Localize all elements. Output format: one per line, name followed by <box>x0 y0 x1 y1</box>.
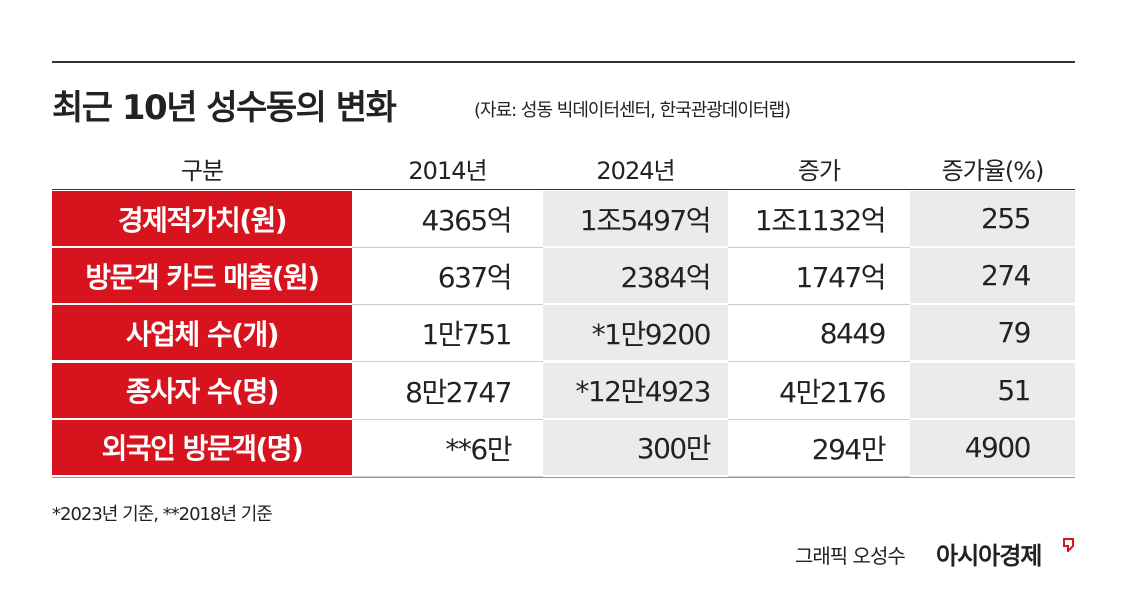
row-label: 경제적가치(원) <box>52 191 352 248</box>
cell-value: 8만2747 <box>352 363 543 420</box>
cell-value: *1만9200 <box>543 305 728 363</box>
cell-value: 1만751 <box>352 305 543 363</box>
cell-value: 1조5497억 <box>543 191 728 248</box>
credit-brand: 아시아경제 <box>936 542 1042 570</box>
cell-value: 8449 <box>728 305 910 363</box>
cell-value: 79 <box>910 305 1075 363</box>
cell-value: 51 <box>910 362 1075 420</box>
cell-value: 274 <box>910 248 1075 306</box>
column-header: 증가율(%) <box>941 156 1045 185</box>
bottom-rule <box>52 477 1075 478</box>
cell-value: 4만2176 <box>728 363 910 420</box>
cell-value: 4900 <box>910 419 1075 477</box>
title: 최근 10년 성수동의 변화 <box>52 88 397 128</box>
cell-value: 637억 <box>352 248 543 306</box>
cell-value: 2384억 <box>543 248 728 306</box>
column-header: 구분 <box>180 156 224 185</box>
column-header: 2014년 <box>408 156 487 185</box>
row-label: 외국인 방문객(명) <box>52 419 352 477</box>
row-label: 종사자 수(명) <box>52 362 352 420</box>
cell-value: *12만4923 <box>543 362 728 420</box>
cell-value: 1747억 <box>728 248 910 306</box>
cell-value: 294만 <box>728 420 910 477</box>
brand-icon <box>1063 538 1074 552</box>
column-header: 증가 <box>797 156 841 185</box>
cell-value: 1조1132억 <box>728 191 910 248</box>
column-header: 2024년 <box>596 156 675 185</box>
top-rule <box>52 61 1075 63</box>
header-rule <box>52 189 1075 190</box>
cell-value: **6만 <box>352 420 543 477</box>
cell-value: 255 <box>910 191 1075 248</box>
footnote: *2023년 기준, **2018년 기준 <box>52 504 273 525</box>
cell-value: 300만 <box>543 419 728 477</box>
row-label: 방문객 카드 매출(원) <box>52 248 352 306</box>
row-label: 사업체 수(개) <box>52 305 352 363</box>
source: (자료: 성동 빅데이터센터, 한국관광데이터랩) <box>474 100 791 121</box>
credit-graphic: 그래픽 오성수 <box>795 544 906 568</box>
cell-value: 4365억 <box>352 191 543 248</box>
